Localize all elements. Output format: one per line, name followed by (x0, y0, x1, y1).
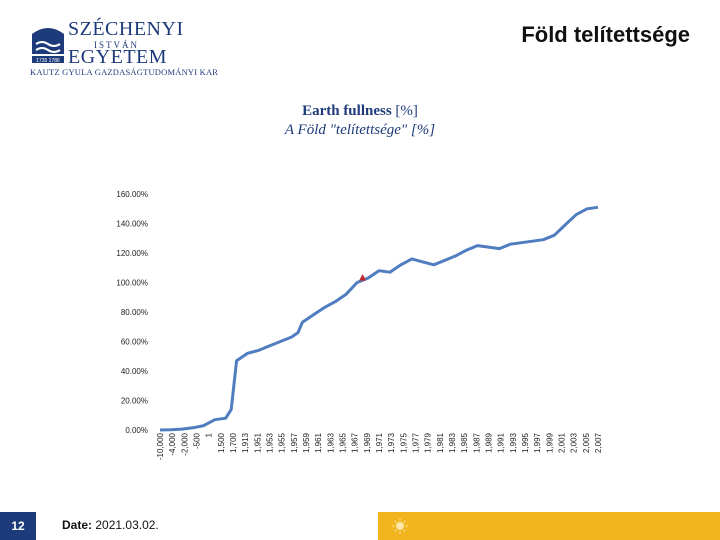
x-tick-label: 1,500 (217, 432, 226, 453)
x-tick-label: 1,965 (339, 432, 348, 453)
x-tick-label: 1,913 (241, 432, 250, 453)
highlight-marker (359, 274, 367, 281)
y-tick-label: 60.00% (121, 338, 148, 347)
x-tick-label: 2,007 (594, 432, 603, 453)
x-tick-label: 1,953 (266, 432, 275, 453)
y-tick-label: 140.00% (116, 220, 148, 229)
y-tick-label: 80.00% (121, 308, 148, 317)
y-tick-label: 160.00% (116, 190, 148, 199)
logo-emblem-icon: 1735 1786 (28, 20, 68, 64)
x-tick-label: 1,979 (424, 432, 433, 453)
x-tick-label: 1,975 (399, 432, 408, 453)
x-tick-label: 2,003 (570, 432, 579, 453)
x-tick-label: 2,005 (582, 432, 591, 453)
footer: 12 Date: 2021.03.02. (0, 512, 720, 540)
x-tick-label: 1,955 (278, 432, 287, 453)
x-tick-label: 1,967 (351, 432, 360, 453)
x-tick-label: 1,700 (229, 432, 238, 453)
x-tick-label: 1,951 (253, 432, 262, 453)
x-tick-label: -2,000 (180, 432, 189, 455)
chart-subtitle: A Föld "telítettsége" [%] (284, 122, 436, 138)
x-tick-label: 1,999 (545, 432, 554, 453)
logo-badge: 1735 1786 (36, 58, 60, 64)
x-tick-label: 1,971 (375, 432, 384, 453)
y-tick-label: 120.00% (116, 249, 148, 258)
x-tick-label: 1,983 (448, 432, 457, 453)
y-tick-label: 20.00% (121, 397, 148, 406)
x-tick-label: 1,991 (497, 432, 506, 453)
x-tick-label: 1,993 (509, 432, 518, 453)
y-tick-label: 40.00% (121, 367, 148, 376)
x-tick-label: 1,969 (363, 432, 372, 453)
x-tick-label: 1,989 (485, 432, 494, 453)
line-chart: 0.00% 20.00% 40.00% 60.00% 80.00% 100.00% 120.… (116, 190, 603, 460)
x-tick-label: 1,959 (302, 432, 311, 453)
footer-band (378, 512, 720, 540)
date-text: Date: 2021.03.02. (62, 518, 159, 532)
x-tick-label: 1,957 (290, 432, 299, 453)
x-tick-label: 1,995 (521, 432, 530, 453)
x-tick-label: 1,997 (533, 432, 542, 453)
chart-title: Earth fullness (302, 103, 392, 119)
x-tick-label: 1,973 (387, 432, 396, 453)
x-tick-label: -10,000 (156, 432, 165, 460)
y-tick-label: 0.00% (125, 426, 148, 435)
date-value: 2021.03.02. (95, 518, 159, 532)
x-tick-label: -500 (193, 432, 202, 449)
page-title: Föld telítettsége (521, 22, 690, 47)
x-tick-label: 1,961 (314, 432, 323, 453)
x-tick-label: 1,963 (326, 432, 335, 453)
university-logo: 1735 1786 SZÉCHENYI ISTVÁN EGYETEM KAUTZ… (24, 18, 234, 80)
logo-line2: ISTVÁN (94, 40, 139, 50)
logo-line3: EGYETEM (68, 46, 168, 68)
page-number: 12 (0, 512, 36, 540)
date-label: Date: (62, 518, 93, 532)
chart-title-block: Earth fullness [%] A Föld "telítettsége"… (0, 102, 720, 140)
y-tick-label: 100.00% (116, 279, 148, 288)
x-tick-label: -4,000 (168, 432, 177, 455)
series-line (159, 205, 599, 432)
x-tick-label: 2,001 (558, 432, 567, 453)
sun-icon (392, 518, 408, 534)
x-tick-label: 1,981 (436, 432, 445, 453)
x-tick-label: 1,985 (460, 432, 469, 453)
logo-line4: KAUTZ GYULA GAZDASÁGTUDOMÁNYI KAR (30, 67, 219, 77)
logo-line1: SZÉCHENYI (68, 18, 184, 40)
x-tick-label: 1 (205, 432, 214, 437)
x-tick-label: 1,987 (472, 432, 481, 453)
x-tick-label: 1,977 (412, 432, 421, 453)
chart-title-unit: [%] (395, 103, 418, 119)
